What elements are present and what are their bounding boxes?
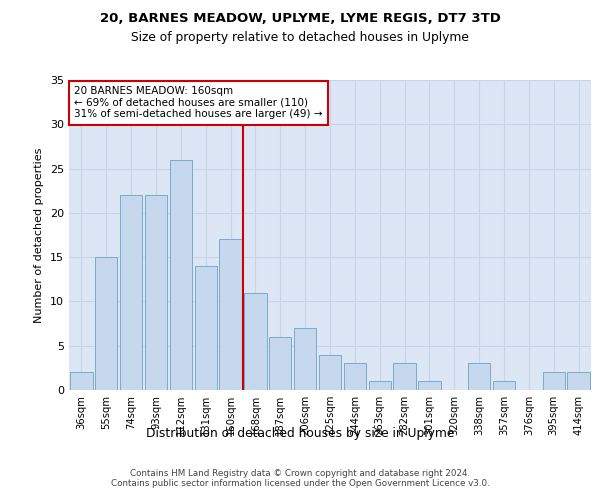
- Bar: [319, 354, 341, 390]
- Bar: [344, 364, 366, 390]
- Bar: [269, 337, 292, 390]
- Y-axis label: Number of detached properties: Number of detached properties: [34, 148, 44, 322]
- Bar: [244, 292, 266, 390]
- Bar: [95, 257, 118, 390]
- Bar: [568, 372, 590, 390]
- Bar: [418, 381, 440, 390]
- Text: Contains HM Land Registry data © Crown copyright and database right 2024.
Contai: Contains HM Land Registry data © Crown c…: [110, 469, 490, 488]
- Text: Distribution of detached houses by size in Uplyme: Distribution of detached houses by size …: [146, 428, 454, 440]
- Bar: [194, 266, 217, 390]
- Bar: [220, 240, 242, 390]
- Text: 20, BARNES MEADOW, UPLYME, LYME REGIS, DT7 3TD: 20, BARNES MEADOW, UPLYME, LYME REGIS, D…: [100, 12, 500, 26]
- Bar: [70, 372, 92, 390]
- Bar: [145, 195, 167, 390]
- Bar: [294, 328, 316, 390]
- Bar: [120, 195, 142, 390]
- Bar: [493, 381, 515, 390]
- Text: Size of property relative to detached houses in Uplyme: Size of property relative to detached ho…: [131, 31, 469, 44]
- Bar: [368, 381, 391, 390]
- Bar: [170, 160, 192, 390]
- Text: 20 BARNES MEADOW: 160sqm
← 69% of detached houses are smaller (110)
31% of semi-: 20 BARNES MEADOW: 160sqm ← 69% of detach…: [74, 86, 323, 120]
- Bar: [542, 372, 565, 390]
- Bar: [468, 364, 490, 390]
- Bar: [394, 364, 416, 390]
